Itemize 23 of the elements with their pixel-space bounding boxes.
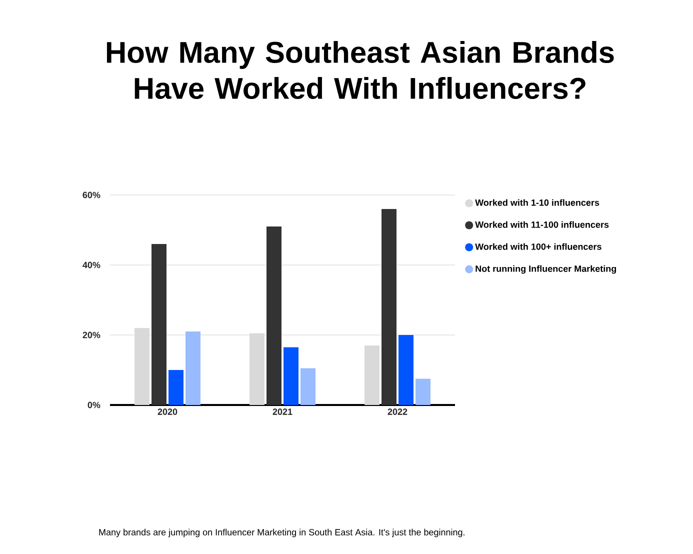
bar xyxy=(364,346,380,405)
y-tick-label: 0% xyxy=(88,402,100,408)
text: Many brands are jumping on Influencer Marketing in South East Asia. It's just the beginning. xyxy=(99,528,464,538)
bar xyxy=(186,332,201,405)
legend-label: Worked with 1-10 influencers xyxy=(475,199,600,206)
x-tick-label: 2021 xyxy=(272,408,292,415)
bar xyxy=(284,347,298,405)
legend-label: Not running Influencer Marketing xyxy=(476,265,616,274)
bar xyxy=(152,244,166,405)
bar xyxy=(382,209,397,405)
y-tick-label: 20% xyxy=(82,332,100,338)
y-tick-label: 60% xyxy=(82,192,100,198)
x-tick-label: 2022 xyxy=(388,408,408,415)
bar xyxy=(398,335,414,405)
y-tick-label: 40% xyxy=(82,262,100,268)
x-tick-label: 2020 xyxy=(158,408,178,415)
bar xyxy=(266,226,282,405)
bar xyxy=(168,370,184,405)
legend-label: Worked with 100+ influencers xyxy=(475,243,602,250)
bar xyxy=(416,378,431,405)
chart-title: How Many Southeast Asian Brands Have Worked With Influencers? xyxy=(106,40,614,100)
bar xyxy=(300,368,316,405)
legend-label: Worked with 11-100 influencers xyxy=(475,221,609,228)
